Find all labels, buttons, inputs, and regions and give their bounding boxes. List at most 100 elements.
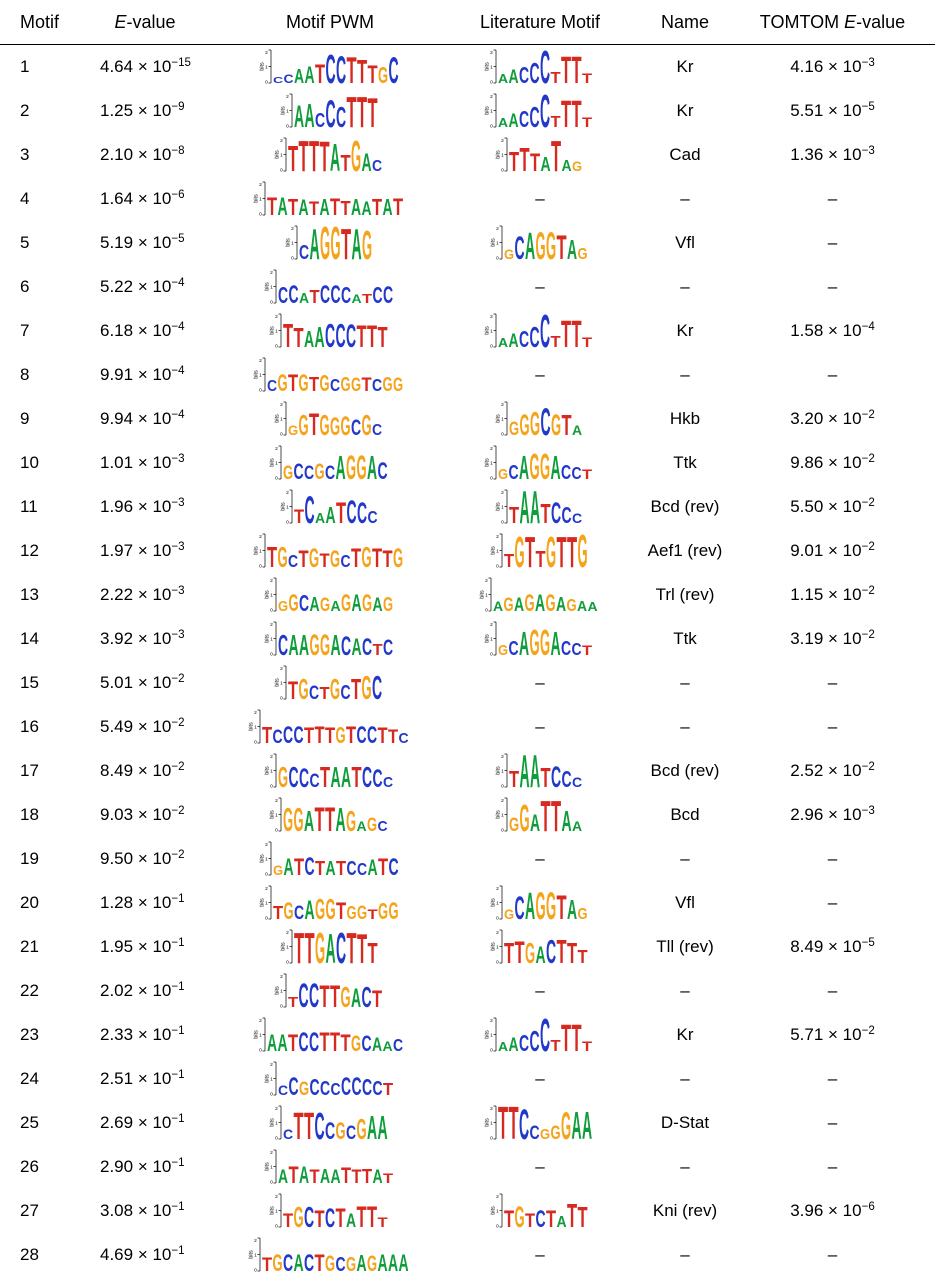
logo-letter-T: T xyxy=(509,1104,519,1142)
logo-letter-C: C xyxy=(325,1118,335,1142)
motif-number: 3 xyxy=(20,145,30,164)
col-header-motif: Motif xyxy=(20,11,60,32)
logo-letter-C: C xyxy=(362,982,372,1010)
logo-letter-C: C xyxy=(283,72,293,85)
logo-axis-tick: 1 xyxy=(291,241,294,247)
logo-letter-A: A xyxy=(378,1250,388,1274)
motif-pwm-logo: bits 2 1 0 T C C C T T T G T C C T T C xyxy=(220,708,440,746)
logo-letter-G: G xyxy=(572,159,582,174)
logo-letter-T: T xyxy=(357,53,367,86)
sci-mantissa: 4.64 xyxy=(100,57,134,76)
logo-letter-T: T xyxy=(315,722,325,746)
logo-letter-T: T xyxy=(582,467,593,482)
evalue: 9.94 × 10−4 xyxy=(70,409,220,429)
logo-letter-C: C xyxy=(336,1252,346,1274)
logo-letter-T: T xyxy=(346,51,356,86)
logo-letter-T: T xyxy=(498,1104,508,1142)
logo-axis-tick: 2 xyxy=(275,1106,278,1112)
logo-letter-T: T xyxy=(309,372,320,394)
logo-axis-tick: 0 xyxy=(496,916,499,922)
col-header-motif-pwm: Motif PWM xyxy=(286,11,374,32)
logo-letter-T: T xyxy=(325,799,335,834)
literature-motif-logo: bits 2 1 0 G C A G G T A G xyxy=(440,884,640,922)
logo-letter-G: G xyxy=(299,1079,309,1098)
logo-letter-A: A xyxy=(372,1166,382,1186)
logo-axis-tick: 0 xyxy=(501,520,504,526)
sci-exponent: −2 xyxy=(861,409,875,422)
logo-letter-T: T xyxy=(330,1027,340,1054)
logo-letter-G: G xyxy=(330,547,340,570)
logo-letter-C: C xyxy=(572,465,582,482)
logo-axis-tick: 1 xyxy=(275,1209,278,1215)
logo-letter-C: C xyxy=(357,861,367,878)
logo-letter-T: T xyxy=(315,59,325,86)
logo-axis-tick: 1 xyxy=(280,989,283,995)
logo-letter-C: C xyxy=(572,641,582,658)
sci-times-ten: × 10 xyxy=(133,1245,172,1264)
sci-times-ten: × 10 xyxy=(133,1157,172,1176)
logo-axis-tick: 0 xyxy=(275,828,278,834)
motif-pwm-logo: bits 2 1 0 G C C C T A A T C C C xyxy=(220,752,440,790)
logo-axis-tick: 0 xyxy=(270,1092,273,1098)
sci-mantissa: 3.92 xyxy=(100,629,134,648)
logo-letter-C: C xyxy=(383,775,393,790)
literature-motif-logo: – xyxy=(440,849,640,869)
literature-motif-logo: bits 2 1 0 G C A G G T A G xyxy=(440,224,640,262)
logo-letter-G: G xyxy=(357,447,367,482)
sci-exponent: −2 xyxy=(171,849,185,862)
logo-axis-tick: 1 xyxy=(270,1077,273,1083)
logo-letter-G: G xyxy=(546,532,556,570)
logo-letter-G: G xyxy=(273,863,283,878)
evalue: 2.02 × 10−1 xyxy=(70,981,220,1001)
motif-pwm-logo: bits 2 1 0 A A C C C T T T xyxy=(220,92,440,130)
motif-name: Kr xyxy=(676,57,694,76)
logo-letter-G: G xyxy=(525,591,535,614)
logo-letter-G: G xyxy=(341,372,351,394)
sci-mantissa: 1.95 xyxy=(100,937,134,956)
sci-times-ten: × 10 xyxy=(133,453,172,472)
missing-dash: – xyxy=(827,673,838,692)
logo-letter-C: C xyxy=(288,762,298,790)
logo-letter-T: T xyxy=(309,407,320,438)
logo-bits-axis-label: bits xyxy=(254,1030,260,1039)
tomtom-evalue: 5.51 × 10−5 xyxy=(730,101,935,121)
logo-letter-A: A xyxy=(351,196,361,218)
logo-letter-G: G xyxy=(383,592,393,614)
motif-name: Tll (rev) xyxy=(656,937,714,956)
logo-letter-T: T xyxy=(309,136,319,174)
motif-name: – xyxy=(680,849,690,868)
logo-axis-tick: 2 xyxy=(496,930,499,936)
motif-number: 28 xyxy=(20,1245,39,1264)
motif-name: – xyxy=(680,1157,690,1176)
logo-letter-A: A xyxy=(299,630,309,658)
logo-letter-A: A xyxy=(509,66,519,86)
evalue: 2.22 × 10−3 xyxy=(70,585,220,605)
logo-letter-C: C xyxy=(561,768,571,790)
logo-letter-T: T xyxy=(351,1166,361,1186)
logo-letter-C: C xyxy=(378,458,388,482)
logo-letter-T: T xyxy=(378,321,388,350)
logo-letter-T: T xyxy=(309,286,319,306)
logo-letter-T: T xyxy=(367,937,377,966)
logo-letter-C: C xyxy=(346,856,356,878)
sci-mantissa: 4.16 xyxy=(790,57,824,76)
logo-letter-T: T xyxy=(540,796,550,834)
motif-name: Trl (rev) xyxy=(655,585,715,604)
logo-axis-tick: 1 xyxy=(254,725,257,731)
logo-axis-tick: 0 xyxy=(490,1048,493,1054)
evalue: 5.01 × 10−2 xyxy=(70,673,220,693)
evalue: 1.01 × 10−3 xyxy=(70,453,220,473)
logo-letter-C: C xyxy=(519,108,529,130)
literature-motif-logo: bits 2 1 0 A A C C C T T T T xyxy=(440,1016,640,1054)
evalue: 1.97 × 10−3 xyxy=(70,541,220,561)
missing-dash: – xyxy=(827,1069,838,1088)
logo-bits-axis-label: bits xyxy=(480,590,486,599)
logo-letter-C: C xyxy=(519,328,529,350)
table-row: 15 5.01 × 10−2 bits 2 1 0 T G C T G C T G C – – – xyxy=(0,661,935,705)
logo-axis-tick: 0 xyxy=(490,476,493,482)
logo-letter-A: A xyxy=(309,592,319,614)
motif-number: 24 xyxy=(20,1069,39,1088)
sci-exponent: −2 xyxy=(861,1025,875,1038)
logo-letter-C: C xyxy=(341,1073,351,1098)
logo-letter-G: G xyxy=(362,591,372,614)
